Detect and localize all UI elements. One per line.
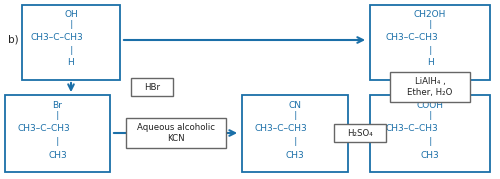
Text: CH3: CH3 bbox=[420, 151, 440, 160]
Text: |: | bbox=[428, 137, 432, 146]
Text: H₂SO₄: H₂SO₄ bbox=[347, 129, 373, 137]
Bar bbox=[390, 72, 470, 102]
Bar bbox=[334, 124, 386, 142]
Text: CH3–C–CH3: CH3–C–CH3 bbox=[386, 124, 438, 133]
Text: |: | bbox=[68, 20, 73, 29]
Bar bbox=[5, 95, 110, 172]
Bar bbox=[242, 95, 348, 172]
Text: CH3–C–CH3: CH3–C–CH3 bbox=[30, 33, 84, 42]
Text: |: | bbox=[68, 46, 73, 55]
Text: |: | bbox=[292, 111, 298, 120]
Bar bbox=[126, 118, 226, 148]
Bar bbox=[370, 5, 490, 80]
Text: |: | bbox=[55, 137, 60, 146]
Text: |: | bbox=[292, 137, 298, 146]
Bar bbox=[370, 95, 490, 172]
Text: H: H bbox=[68, 58, 74, 67]
Text: |: | bbox=[55, 111, 60, 120]
Text: |: | bbox=[428, 111, 432, 120]
Text: |: | bbox=[428, 46, 432, 55]
Text: CH3–C–CH3: CH3–C–CH3 bbox=[386, 33, 438, 42]
Text: b): b) bbox=[8, 35, 18, 45]
Text: |: | bbox=[428, 20, 432, 29]
Text: CN: CN bbox=[288, 101, 302, 110]
Text: HBr: HBr bbox=[144, 83, 160, 91]
Text: CH3–C–CH3: CH3–C–CH3 bbox=[17, 124, 70, 133]
Bar bbox=[22, 5, 120, 80]
Text: Br: Br bbox=[52, 101, 62, 110]
Text: OH: OH bbox=[64, 10, 78, 19]
Text: CH3: CH3 bbox=[286, 151, 304, 160]
Text: CH3: CH3 bbox=[48, 151, 67, 160]
Text: Aqueous alcoholic
KCN: Aqueous alcoholic KCN bbox=[137, 123, 215, 143]
Text: H: H bbox=[426, 58, 434, 67]
Text: CH2OH: CH2OH bbox=[414, 10, 446, 19]
Text: COOH: COOH bbox=[416, 101, 444, 110]
Text: CH3–C–CH3: CH3–C–CH3 bbox=[254, 124, 308, 133]
Text: LiAlH₄ ,
Ether, H₂O: LiAlH₄ , Ether, H₂O bbox=[408, 77, 453, 97]
Bar bbox=[131, 78, 173, 96]
